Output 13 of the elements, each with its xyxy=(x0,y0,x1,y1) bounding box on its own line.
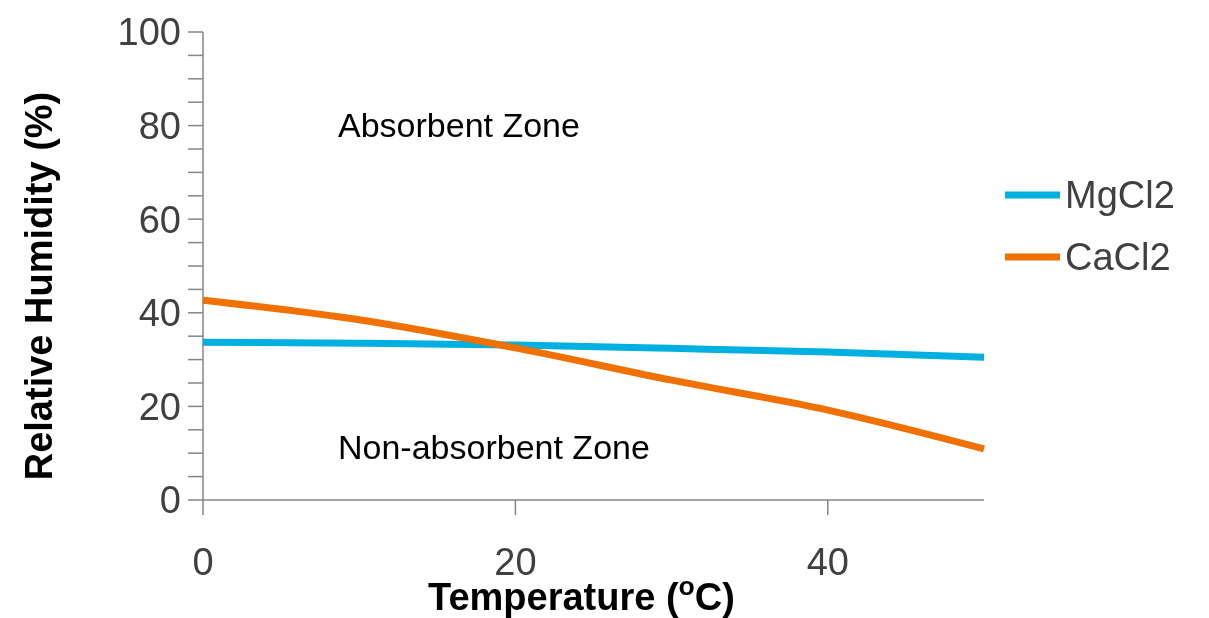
annotation: Non-absorbent Zone xyxy=(338,428,650,466)
x-tick-label: 40 xyxy=(806,541,849,583)
x-tick-label: 0 xyxy=(192,541,214,583)
y-tick-label: 60 xyxy=(138,198,181,241)
y-tick-label: 20 xyxy=(138,385,181,428)
y-tick-label: 100 xyxy=(117,11,181,54)
legend-label: CaCl2 xyxy=(1065,236,1171,279)
y-axis-title: Relative Humidity (%) xyxy=(18,91,60,481)
annotation: Absorbent Zone xyxy=(338,106,580,144)
y-tick-label: 40 xyxy=(138,292,181,335)
y-tick-label: 80 xyxy=(138,104,181,147)
legend-label: MgCl2 xyxy=(1065,174,1175,217)
y-tick-label: 0 xyxy=(159,479,181,522)
